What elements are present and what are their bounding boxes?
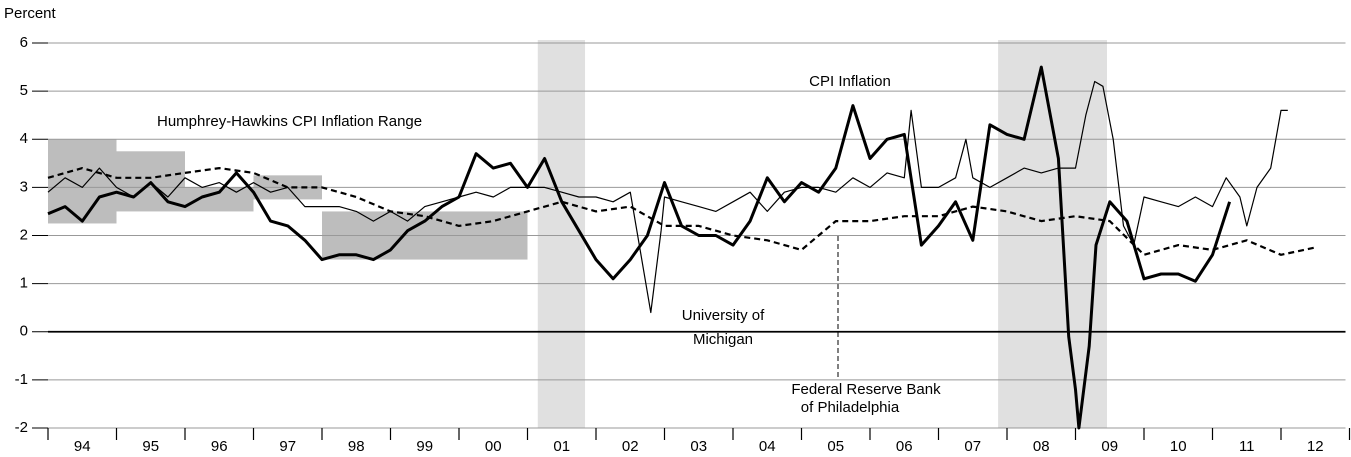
x-tick-label: 12	[1307, 438, 1324, 455]
x-tick-label: 02	[622, 438, 639, 455]
y-tick-label: 2	[20, 226, 28, 243]
y-tick-label: -2	[15, 419, 28, 436]
x-tick-label: 01	[553, 438, 570, 455]
series-label: Michigan	[693, 331, 753, 348]
x-tick-label: 08	[1033, 438, 1050, 455]
x-tick-label: 98	[348, 438, 365, 455]
x-tick-label: 04	[759, 438, 776, 455]
x-tick-label: 07	[964, 438, 981, 455]
y-tick-label: 3	[20, 178, 28, 195]
y-tick-label: 1	[20, 275, 28, 292]
x-tick-label: 09	[1101, 438, 1118, 455]
x-tick-label: 95	[142, 438, 159, 455]
x-tick-label: 97	[279, 438, 296, 455]
series-line	[47, 80, 1288, 314]
x-tick-label: 96	[211, 438, 228, 455]
y-tick-label: 6	[20, 34, 28, 51]
y-tick-label: -1	[15, 371, 28, 388]
range-label: Humphrey-Hawkins CPI Inflation Range	[157, 113, 422, 130]
x-tick-label: 10	[1170, 438, 1187, 455]
y-tick-label: 5	[20, 82, 28, 99]
y-tick-label: 0	[20, 323, 28, 340]
series-label: University of	[682, 307, 765, 324]
series-label: of Philadelphia	[801, 399, 900, 416]
x-tick-label: 11	[1239, 438, 1255, 455]
series-line	[47, 167, 1316, 256]
x-tick-label: 99	[416, 438, 433, 455]
x-tick-label: 03	[690, 438, 707, 455]
x-tick-label: 06	[896, 438, 913, 455]
y-axis-label: Percent	[4, 5, 57, 22]
series-label: CPI Inflation	[809, 73, 891, 90]
y-tick-label: 4	[20, 130, 28, 147]
x-tick-label: 00	[485, 438, 502, 455]
recession-band	[537, 40, 586, 428]
series-line	[47, 65, 1232, 430]
x-tick-label: 94	[74, 438, 91, 455]
x-tick-label: 05	[827, 438, 844, 455]
series-label: Federal Reserve Bank	[791, 381, 941, 398]
